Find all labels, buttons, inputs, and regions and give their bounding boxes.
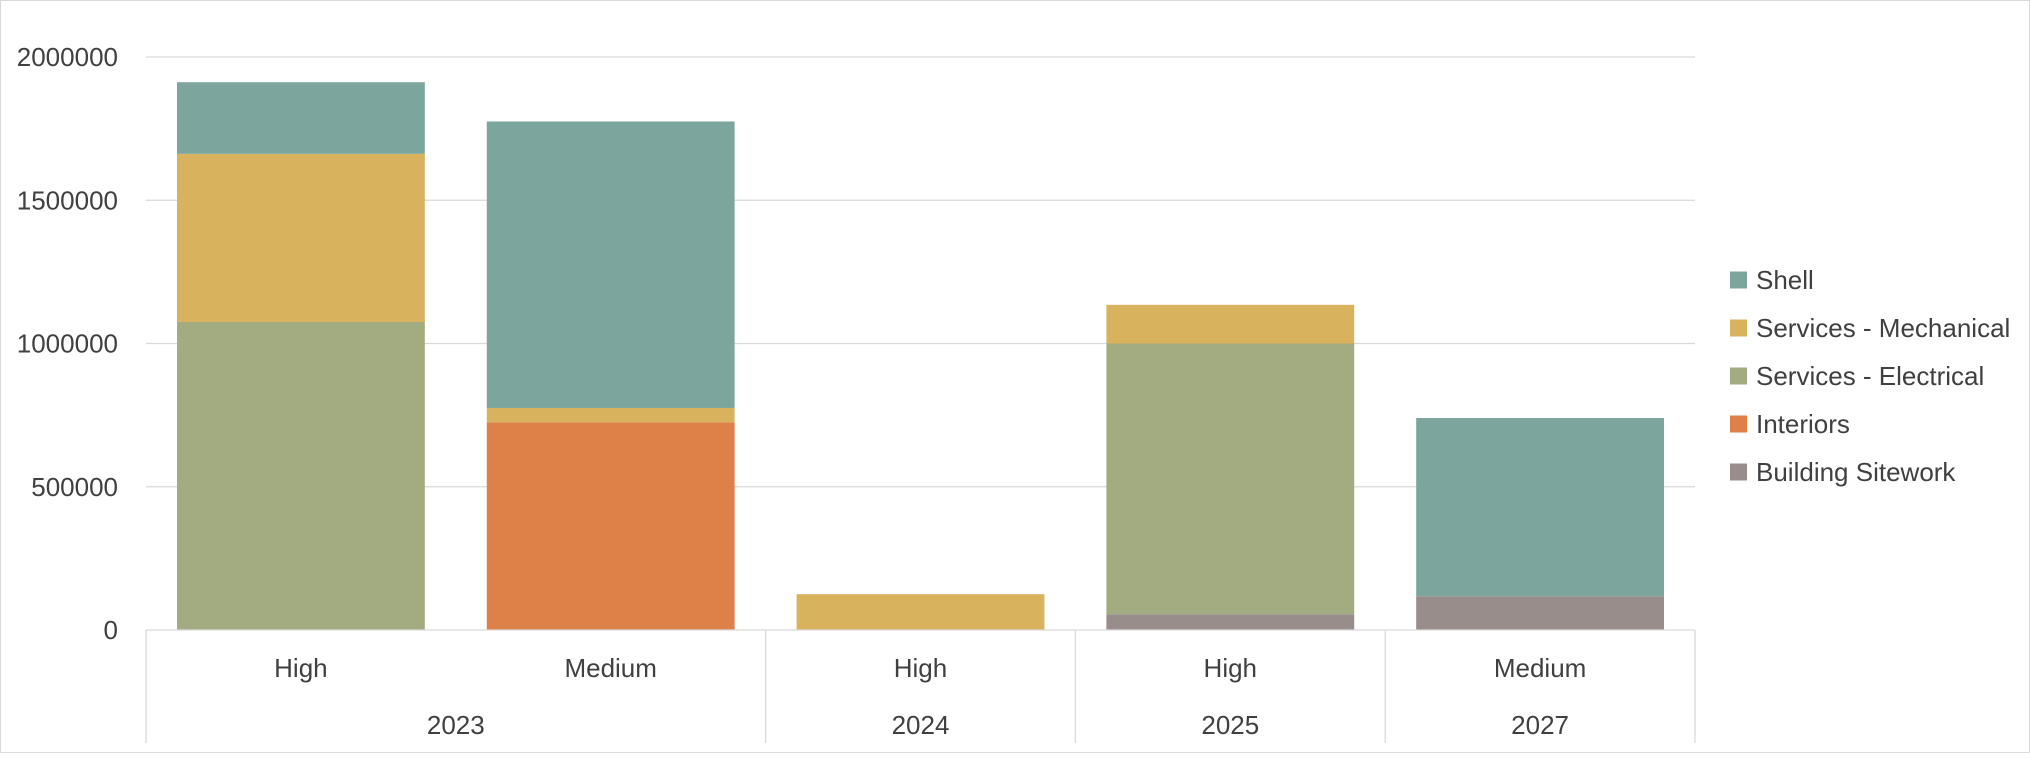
y-tick-label: 1000000 [17,329,118,359]
legend-label: Services - Mechanical [1756,313,2010,343]
bar-segment-building-sitework [1416,596,1665,630]
bar-segment-building-sitework [1106,614,1355,630]
y-tick-label: 2000000 [17,42,118,72]
legend-swatch [1730,463,1747,481]
legend-item-services-mechanical: Services - Mechanical [1730,313,2010,343]
y-tick-label: 0 [104,615,118,645]
y-axis-tick-labels: 0 500000 1000000 1500000 2000000 [17,42,118,645]
bar-segment-shell [176,82,425,154]
legend-label: Interiors [1756,409,1850,439]
y-tick-label: 1500000 [17,185,118,215]
legend-item-building-sitework: Building Sitework [1730,457,1956,487]
x-group-label: 2024 [892,710,950,740]
bar-segment-services-electrical [176,322,425,630]
bar-segment-shell [1416,417,1665,597]
x-tick-label: High [274,653,327,683]
legend-swatch [1730,271,1747,289]
legend-swatch [1730,367,1747,385]
x-tick-label: High [1204,653,1257,683]
x-tick-label: High [894,653,947,683]
legend-item-services-electrical: Services - Electrical [1730,361,1984,391]
x-axis: High Medium High High Medium 2023 2024 2025 2027 [145,629,1696,743]
x-tick-label: Medium [1494,653,1586,683]
x-tick-label: Medium [564,653,656,683]
bars [176,82,1665,630]
bar-segment-services-mechanical [796,594,1045,630]
bar-segment-shell [486,121,735,408]
x-group-label: 2025 [1201,710,1259,740]
legend-item-shell: Shell [1730,265,1814,295]
legend-label: Shell [1756,265,1814,295]
legend-swatch [1730,415,1747,433]
bar-segment-interiors [486,422,735,630]
bar-segment-services-mechanical [1106,304,1355,344]
legend-swatch [1730,319,1747,337]
bar-segment-services-mechanical [176,153,425,323]
y-tick-label: 500000 [31,472,118,502]
bar-segment-services-mechanical [486,407,735,423]
legend-label: Services - Electrical [1756,361,1984,391]
legend-label: Building Sitework [1756,457,1956,487]
x-group-label: 2023 [427,710,485,740]
bar-segment-services-electrical [1106,343,1355,615]
x-group-label: 2027 [1511,710,1569,740]
legend: Shell Services - Mechanical Services - Ele… [1730,265,2010,487]
legend-item-interiors: Interiors [1730,409,1850,439]
